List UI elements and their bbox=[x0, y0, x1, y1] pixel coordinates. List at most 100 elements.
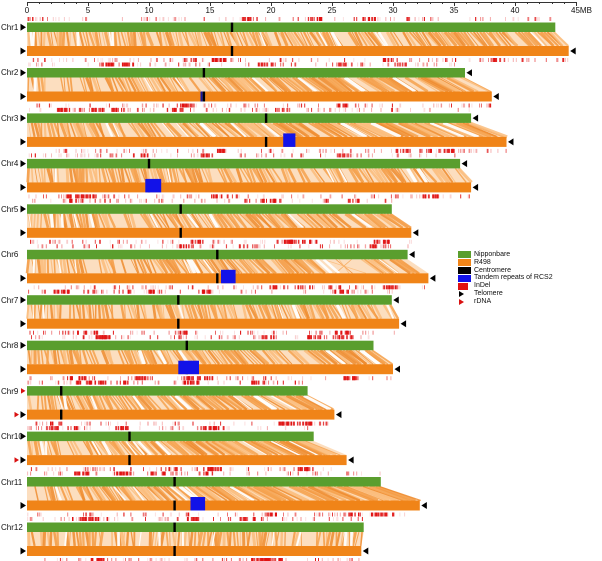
synteny-link bbox=[197, 531, 204, 547]
synteny-link bbox=[120, 304, 126, 319]
synteny-link bbox=[188, 76, 201, 93]
synteny-link bbox=[236, 213, 248, 229]
indel-tick bbox=[185, 330, 187, 335]
indel-tick bbox=[101, 335, 104, 340]
synteny-link bbox=[69, 77, 73, 92]
indel-tick bbox=[82, 17, 84, 21]
synteny-link bbox=[168, 168, 173, 183]
indel-tick bbox=[143, 376, 146, 381]
indel-tick bbox=[83, 285, 85, 290]
indel-tick bbox=[53, 62, 55, 67]
centromere-mark bbox=[128, 455, 131, 466]
indel-tick bbox=[441, 103, 443, 108]
synteny-link bbox=[224, 440, 249, 456]
indel-tick bbox=[197, 239, 200, 244]
ruler-tick-label: 10 bbox=[144, 6, 154, 15]
indel-tick bbox=[101, 107, 104, 112]
telomere-triangle-icon bbox=[459, 290, 464, 297]
indel-tick bbox=[182, 103, 184, 108]
indel-tick bbox=[409, 58, 411, 62]
indel-tick bbox=[342, 17, 344, 21]
indel-tick bbox=[97, 467, 98, 472]
indel-tick bbox=[145, 148, 147, 153]
indel-tick bbox=[145, 198, 147, 203]
indel-tick bbox=[77, 330, 79, 335]
indel-tick bbox=[53, 471, 55, 476]
indel-tick bbox=[245, 289, 247, 294]
indel-tick bbox=[42, 17, 44, 21]
indel-tick bbox=[216, 58, 218, 62]
synteny-link bbox=[52, 440, 60, 456]
indel-tick bbox=[134, 244, 136, 249]
indel-tick bbox=[316, 471, 318, 476]
synteny-link bbox=[264, 213, 280, 229]
synteny-link bbox=[153, 349, 165, 365]
indel-tick bbox=[527, 17, 530, 21]
synteny-link bbox=[166, 77, 177, 92]
synteny-link bbox=[424, 76, 453, 93]
indel-tick bbox=[194, 198, 196, 203]
synteny-link bbox=[130, 486, 143, 501]
indel-tick bbox=[361, 285, 363, 290]
indel-tick bbox=[128, 194, 130, 199]
ribbon-gap bbox=[359, 348, 381, 366]
synteny-link bbox=[194, 349, 207, 365]
indel-tick bbox=[95, 335, 98, 340]
indel-tick bbox=[306, 467, 309, 472]
synteny-link bbox=[479, 31, 492, 47]
indel-tick bbox=[96, 471, 98, 476]
indel-tick bbox=[315, 330, 317, 335]
synteny-link bbox=[40, 77, 45, 92]
indel-tick bbox=[255, 107, 258, 112]
indel-tick bbox=[332, 558, 334, 561]
synteny-link bbox=[27, 77, 30, 92]
ribbon-chr7 bbox=[26, 303, 400, 320]
indel-tick bbox=[406, 17, 407, 21]
indel-tick bbox=[398, 153, 400, 158]
synteny-link bbox=[256, 121, 275, 138]
indel-tick bbox=[454, 153, 456, 158]
indel-tick bbox=[320, 17, 322, 21]
indel-tick bbox=[220, 421, 222, 426]
synteny-link bbox=[514, 31, 530, 47]
indel-tick bbox=[380, 244, 382, 249]
indel-tick bbox=[355, 285, 357, 290]
synteny-link bbox=[40, 395, 44, 410]
indel-tick bbox=[320, 194, 322, 199]
indel-tick bbox=[185, 62, 187, 67]
indel-tick bbox=[431, 17, 434, 21]
indel-tick bbox=[281, 239, 283, 244]
indel-tick bbox=[80, 107, 82, 112]
synteny-link bbox=[166, 394, 181, 411]
synteny-link bbox=[385, 31, 397, 47]
indel-tick bbox=[76, 426, 77, 431]
indel-tick bbox=[90, 330, 92, 335]
synteny-link bbox=[91, 31, 98, 47]
indel-tick bbox=[359, 512, 361, 517]
synteny-link bbox=[130, 167, 138, 183]
indel-tick bbox=[243, 107, 246, 112]
synteny-link bbox=[162, 349, 173, 365]
ruler-minor-tick bbox=[258, 2, 260, 5]
synteny-link bbox=[217, 531, 223, 547]
indel-tick bbox=[314, 517, 316, 521]
synteny-link bbox=[130, 395, 142, 411]
indel-tick bbox=[30, 471, 32, 476]
synteny-link bbox=[175, 258, 188, 274]
indel-tick bbox=[237, 194, 239, 199]
synteny-link bbox=[112, 395, 124, 410]
indel-tick bbox=[160, 558, 163, 561]
synteny-link bbox=[121, 395, 133, 410]
indel-tick bbox=[138, 558, 140, 561]
indel-tick bbox=[182, 244, 185, 249]
indel-tick bbox=[347, 289, 349, 294]
synteny-link bbox=[95, 440, 109, 456]
synteny-link bbox=[193, 167, 203, 183]
indel-tick bbox=[251, 421, 253, 426]
synteny-link bbox=[226, 258, 241, 275]
synteny-link bbox=[261, 167, 271, 183]
indel-tick bbox=[267, 467, 269, 472]
synteny-link bbox=[143, 394, 157, 411]
indel-tick bbox=[61, 289, 63, 294]
indel-tick bbox=[66, 148, 68, 153]
